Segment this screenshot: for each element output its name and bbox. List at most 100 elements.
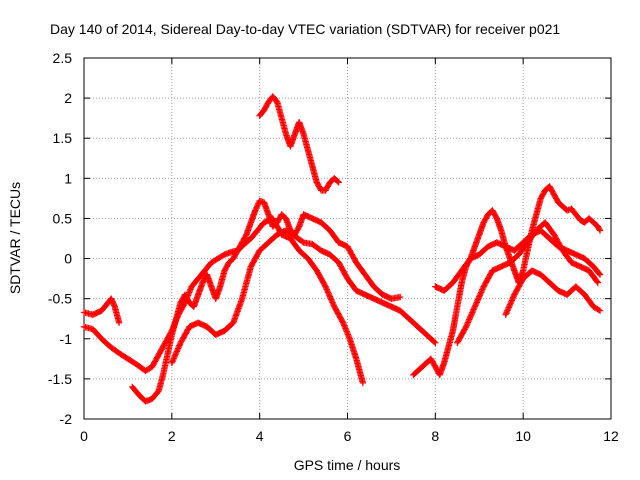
y-tick-label: 2 xyxy=(64,90,72,106)
data-point xyxy=(326,293,334,300)
data-point xyxy=(596,307,604,314)
data-point xyxy=(174,345,182,352)
data-point xyxy=(596,225,603,233)
series-track-4 xyxy=(168,227,439,367)
series-track-8 xyxy=(454,219,602,346)
data-point xyxy=(170,355,177,362)
data-point xyxy=(503,310,510,317)
data-point xyxy=(323,286,330,293)
x-tick-label: 4 xyxy=(256,428,264,444)
data-point xyxy=(506,301,514,308)
data-point xyxy=(464,320,471,328)
data-point xyxy=(334,178,341,185)
data-point xyxy=(596,271,604,278)
series-track-5 xyxy=(256,93,342,194)
data-point xyxy=(479,286,486,293)
data-point xyxy=(477,290,484,297)
data-point xyxy=(594,279,602,286)
data-point xyxy=(469,309,476,316)
data-point xyxy=(168,359,176,367)
data-point xyxy=(252,207,259,214)
data-point xyxy=(176,341,184,348)
data-point xyxy=(324,287,331,295)
data-point xyxy=(465,317,472,325)
data-point xyxy=(595,306,602,314)
data-point xyxy=(252,205,260,213)
data-point xyxy=(504,307,511,314)
data-point xyxy=(326,292,333,299)
data-point xyxy=(464,319,472,326)
data-point xyxy=(175,343,182,351)
axis-ticks: 0 2 4 6 8 10 12 -2 -1.5 -1 -0.5 0 0.5 1 1.5 2 2.5 xyxy=(48,50,619,444)
data-point xyxy=(322,284,330,292)
data-series xyxy=(80,93,604,405)
y-axis-label: SDTVAR / TECUs xyxy=(7,182,23,294)
data-point xyxy=(469,307,477,315)
data-point xyxy=(329,299,336,306)
y-tick-label: -1 xyxy=(60,331,73,347)
data-point xyxy=(507,300,514,307)
data-point xyxy=(328,297,336,305)
data-point xyxy=(479,284,487,292)
chart-title: Day 140 of 2014, Sidereal Day-to-day VTE… xyxy=(50,21,560,37)
data-point xyxy=(475,294,482,302)
data-point xyxy=(115,319,123,326)
series-track-3 xyxy=(129,197,404,405)
data-point xyxy=(330,302,337,309)
y-tick-label: -2 xyxy=(60,411,73,427)
data-point xyxy=(472,302,479,309)
data-point xyxy=(473,299,480,306)
data-point xyxy=(253,204,260,211)
data-point xyxy=(462,323,470,330)
y-tick-label: 0.5 xyxy=(53,210,73,226)
series-track-7 xyxy=(432,227,604,294)
data-point xyxy=(466,316,473,323)
data-point xyxy=(478,287,485,295)
y-tick-label: 1.5 xyxy=(53,130,73,146)
y-tick-label: -0.5 xyxy=(48,291,72,307)
y-tick-label: -1.5 xyxy=(48,371,72,387)
data-point xyxy=(593,278,601,285)
data-point xyxy=(509,295,516,303)
data-point xyxy=(508,298,515,306)
data-point xyxy=(339,318,346,325)
series-track-6 xyxy=(410,183,604,379)
data-point xyxy=(471,303,479,310)
data-point xyxy=(467,313,474,320)
data-point xyxy=(359,379,367,387)
data-point xyxy=(506,302,513,310)
data-point xyxy=(474,296,482,303)
x-axis-label: GPS time / hours xyxy=(294,457,401,473)
data-point xyxy=(173,348,181,355)
data-point xyxy=(335,179,342,186)
data-point xyxy=(503,308,511,316)
y-tick-label: 0 xyxy=(64,251,72,267)
data-point xyxy=(462,324,469,332)
data-point xyxy=(329,300,337,308)
x-tick-label: 0 xyxy=(80,428,88,444)
data-point xyxy=(327,296,335,303)
x-tick-label: 6 xyxy=(344,428,352,444)
data-point xyxy=(472,300,480,308)
data-point xyxy=(463,322,470,329)
y-tick-label: 1 xyxy=(64,170,72,186)
data-point xyxy=(174,346,181,354)
x-tick-label: 2 xyxy=(168,428,176,444)
data-point xyxy=(173,349,180,357)
data-point xyxy=(477,289,485,296)
data-point xyxy=(432,339,439,346)
data-point xyxy=(508,297,516,304)
data-point xyxy=(476,292,484,299)
data-point xyxy=(169,358,176,365)
data-point xyxy=(476,293,483,300)
series-track-9 xyxy=(502,267,604,318)
data-point xyxy=(505,304,512,311)
series-track-1 xyxy=(80,295,123,326)
data-point xyxy=(466,314,474,322)
x-tick-label: 8 xyxy=(431,428,439,444)
data-point xyxy=(324,289,332,296)
data-point xyxy=(468,310,475,318)
data-point xyxy=(171,353,178,361)
data-point xyxy=(253,203,261,210)
